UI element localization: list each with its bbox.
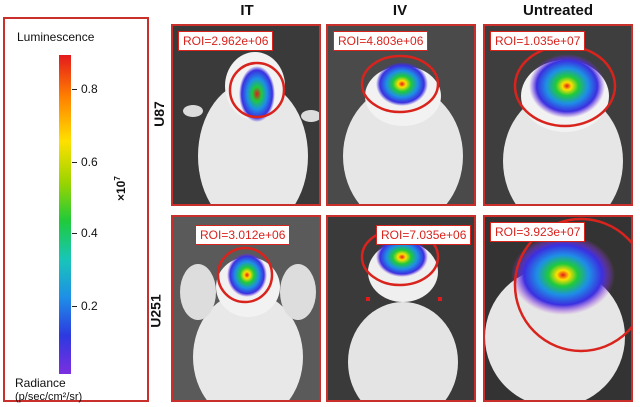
tick-label: 0.8: [81, 82, 98, 96]
mouse-image: [183, 52, 319, 204]
multiplier-exponent: 7: [113, 176, 122, 181]
tick-mark: [72, 162, 77, 163]
roi-circle: [228, 61, 286, 119]
tick-label: 0.2: [81, 299, 98, 313]
legend-title: Luminescence: [17, 30, 95, 44]
luminescence-colorbar: [59, 55, 71, 374]
bioluminescence-signal: [227, 253, 267, 297]
mouse-image: [485, 26, 631, 204]
panel-u251-untreated: ROI=3.923e+07: [483, 215, 633, 402]
tick-mark: [72, 233, 77, 234]
roi-value-label: ROI=1.035e+07: [490, 31, 586, 51]
multiplier-base: ×10: [114, 180, 128, 201]
column-header-iv: IV: [392, 2, 408, 19]
panel-u87-iv: ROI=4.803e+06: [326, 24, 476, 206]
mouse-image: [485, 217, 631, 400]
row-header-u87: U87: [150, 101, 167, 127]
radiance-title: Radiance: [15, 376, 66, 390]
tick-mark: [72, 306, 77, 307]
bioluminescence-signal: [239, 66, 275, 122]
column-header-it: IT: [240, 2, 254, 19]
tick-mark: [72, 89, 77, 90]
roi-value-label: ROI=3.012e+06: [195, 225, 291, 245]
roi-value-label: ROI=4.803e+06: [333, 31, 429, 51]
row-header-u251: U251: [147, 294, 164, 328]
luminescence-legend: Luminescence 0.8 0.6 0.4 0.2 ×107 Radian…: [3, 17, 149, 403]
mouse-image: [328, 26, 474, 204]
roi-value-label: ROI=2.962e+06: [178, 31, 274, 51]
bioluminescence-signal: [529, 54, 605, 118]
bioluminescence-signal: [376, 62, 428, 106]
roi-value-label: ROI=3.923e+07: [490, 222, 586, 242]
roi-circle: [360, 54, 440, 114]
tick-label: 0.4: [81, 226, 98, 240]
radiance-unit: (p/sec/cm²/sr): [15, 391, 83, 403]
roi-circle: [216, 246, 274, 304]
scale-multiplier: ×107: [113, 176, 128, 201]
panel-u251-it: ROI=3.012e+06: [171, 215, 321, 402]
bioluminescence-signal: [376, 237, 428, 277]
panel-u87-it: ROI=2.962e+06: [171, 24, 321, 206]
tick-label: 0.6: [81, 155, 98, 169]
roi-value-label: ROI=7.035e+06: [376, 225, 472, 245]
column-header-untreated: Untreated: [522, 2, 593, 19]
panel-u87-untreated: ROI=1.035e+07: [483, 24, 633, 206]
mouse-image: [173, 217, 319, 400]
roi-circle: [513, 217, 631, 353]
bioluminescence-signal: [511, 235, 615, 315]
mouse-image: [328, 217, 474, 400]
panel-u251-iv: ROI=7.035e+06: [326, 215, 476, 402]
